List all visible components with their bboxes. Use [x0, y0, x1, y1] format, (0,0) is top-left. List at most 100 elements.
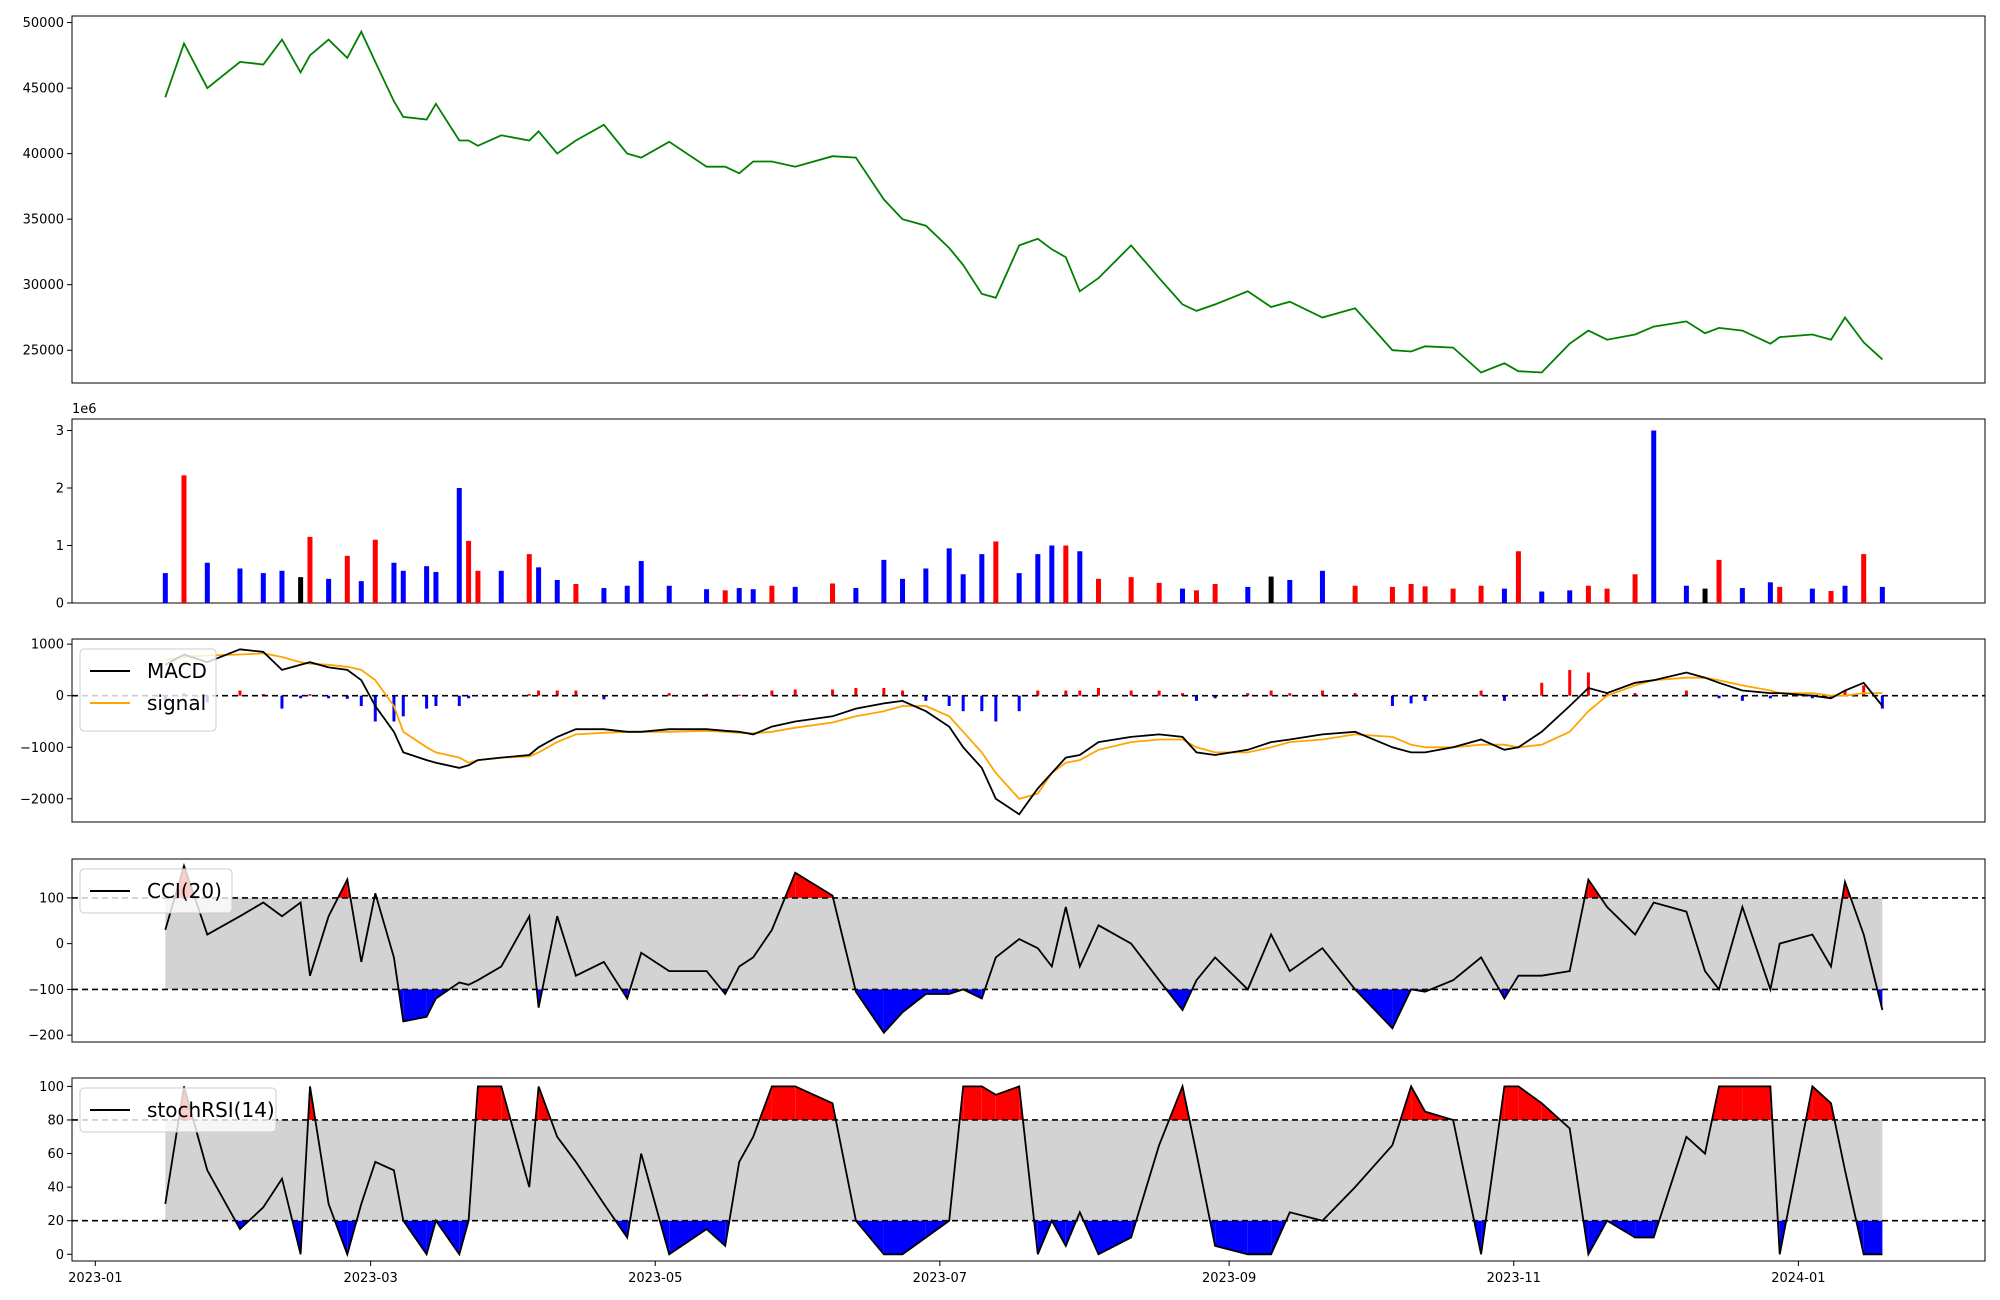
volume-bar	[1049, 545, 1055, 603]
threshold-band	[165, 897, 1883, 990]
volume-bar	[1193, 590, 1199, 603]
macd-histogram-bar	[1740, 695, 1744, 701]
macd-histogram-bar	[574, 690, 578, 696]
macd-histogram-bar	[602, 695, 606, 700]
volume-bar	[638, 561, 644, 603]
macd-histogram-bar	[1269, 690, 1273, 696]
macd-histogram-bar	[359, 695, 363, 707]
overbought-fill	[1518, 1086, 1542, 1120]
volume-bar	[1408, 584, 1414, 603]
y-tick-label: 100	[39, 891, 64, 906]
volume-bar	[181, 475, 187, 603]
stochrsi-panel: 0 20 40 60 80 100 stochRSI(14) 2023-01 2023-03 20…	[39, 1077, 1986, 1286]
y-tick-label: 35000	[23, 213, 64, 228]
y-tick-label: 45000	[23, 82, 64, 97]
oversold-fill	[902, 989, 926, 1013]
macd-histogram-bar	[1810, 695, 1814, 699]
volume-bar	[946, 548, 952, 603]
threshold-band	[165, 1119, 1883, 1221]
volume-bar	[736, 588, 742, 603]
volume-bar	[1450, 588, 1456, 603]
legend-label: MACD	[147, 659, 207, 683]
macd-histogram-bar	[1213, 695, 1217, 699]
oversold-fill	[925, 989, 950, 994]
volume-bar	[554, 580, 560, 603]
macd-histogram-bar	[1502, 695, 1506, 701]
macd-histogram-bar	[793, 689, 797, 696]
macd-histogram-bar	[1409, 695, 1413, 704]
volume-bar	[1212, 584, 1218, 603]
volume-bar	[1245, 586, 1251, 603]
volume-bar	[1861, 554, 1867, 603]
macd-histogram-bar	[1246, 693, 1250, 696]
legend-label: CCI(20)	[147, 879, 222, 903]
y-tick-label: −200	[28, 1029, 64, 1044]
volume-bar	[298, 577, 304, 603]
volume-bar	[1016, 573, 1022, 603]
y-tick-label: 0	[56, 1248, 64, 1263]
y-tick-label: 1	[56, 539, 64, 554]
y-tick-label: 80	[47, 1113, 64, 1128]
volume-bar	[573, 584, 579, 603]
volume-multiplier: 1e6	[72, 402, 97, 417]
overbought-fill	[795, 1086, 833, 1120]
volume-bar	[1156, 582, 1162, 603]
volume-bar	[372, 539, 378, 603]
macd-histogram-bar	[1129, 690, 1133, 696]
volume-bar	[466, 540, 472, 603]
x-tick-label: 2023-07	[913, 1271, 967, 1286]
volume-bar	[1515, 551, 1521, 603]
macd-histogram-bar	[1717, 695, 1721, 699]
overbought-fill	[771, 1086, 796, 1120]
volume-bar	[979, 554, 985, 603]
y-tick-label: 30000	[23, 278, 64, 293]
volume-bar	[1063, 545, 1069, 603]
macd-histogram-bar	[308, 694, 312, 696]
y-tick-label: 40	[47, 1181, 64, 1196]
macd-histogram-bar	[901, 690, 905, 696]
macd-histogram-bar	[1633, 693, 1637, 696]
volume-bar	[456, 488, 462, 603]
y-tick-label: 0	[56, 937, 64, 952]
legend-label: stochRSI(14)	[147, 1098, 275, 1122]
volume-bar	[1683, 585, 1689, 603]
y-tick-label: −1000	[20, 741, 64, 756]
overbought-fill	[963, 1086, 982, 1120]
macd-histogram-bar	[1036, 690, 1040, 696]
x-tick-label: 2023-05	[628, 1271, 682, 1286]
volume-bar	[1501, 588, 1507, 603]
volume-bar	[433, 571, 439, 603]
overbought-fill	[1812, 1086, 1831, 1120]
macd-histogram-bar	[1586, 672, 1590, 696]
price-panel: 25000 30000 35000 40000 45000 50000	[23, 15, 1986, 384]
volume-bar	[1567, 590, 1573, 603]
y-tick-label: 1000	[31, 638, 64, 653]
volume-bar	[1879, 586, 1885, 603]
macd-histogram-bar	[1768, 695, 1772, 699]
volume-bar	[326, 578, 332, 603]
volume-bar	[1777, 586, 1783, 603]
volume-bar	[1035, 554, 1041, 603]
plot-frame	[71, 418, 1986, 604]
volume-bar	[1268, 576, 1274, 603]
volume-bar	[1767, 582, 1773, 603]
overbought-fill	[1411, 1086, 1426, 1120]
volume-bar	[1422, 586, 1428, 603]
macd-panel: −2000 −1000 0 1000 MACD signal	[20, 638, 1986, 823]
macd-histogram-bar	[770, 690, 774, 696]
macd-histogram-bar	[537, 690, 541, 696]
x-tick-label: 2023-03	[343, 1271, 397, 1286]
plot-frame	[71, 638, 1986, 823]
macd-histogram-bar	[1423, 695, 1427, 701]
y-tick-label: 2	[56, 482, 64, 497]
macd-histogram-bar	[1180, 693, 1184, 696]
macd-histogram-bar	[467, 695, 471, 699]
volume-bar	[162, 573, 168, 603]
y-tick-label: 25000	[23, 344, 64, 359]
volume-bar	[391, 562, 397, 603]
volume-bar	[666, 585, 672, 603]
macd-histogram-bar	[280, 695, 284, 709]
volume-bar	[358, 581, 364, 603]
oversold-fill	[883, 1220, 903, 1255]
oversold-fill	[426, 989, 436, 1017]
